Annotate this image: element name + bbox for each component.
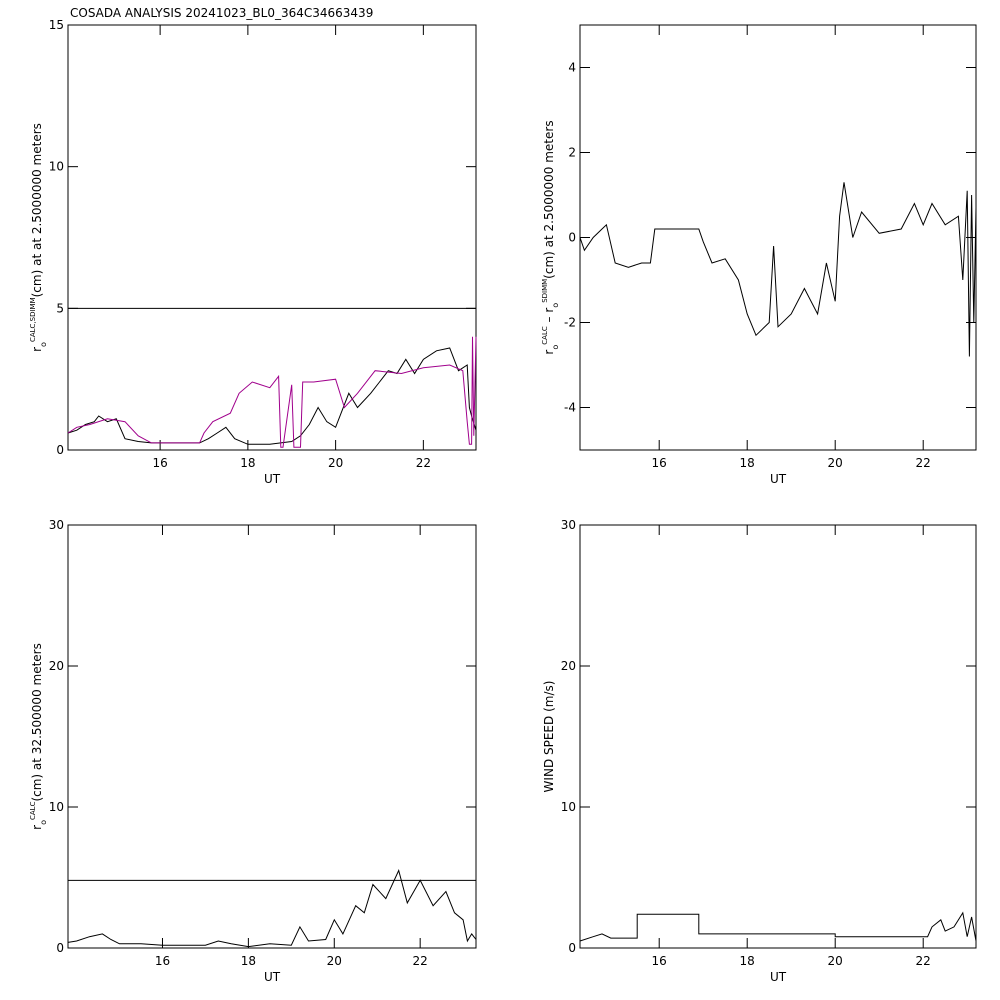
y-tick-label: 30 — [49, 518, 64, 532]
y-axis-label-part: r — [30, 347, 44, 352]
y-axis-label: WIND SPEED (m/s) — [542, 681, 556, 793]
y-axis-label-part: o — [39, 820, 48, 825]
y-tick-label: 10 — [49, 160, 64, 174]
y-axis-label: roCALC,SDIMM(cm) at at 2.5000000 meters — [29, 123, 48, 352]
data-line — [67, 336, 477, 448]
x-tick-label: 22 — [416, 456, 431, 470]
y-axis-label-part: – r — [542, 308, 556, 327]
x-axis-label: UT — [770, 970, 787, 984]
data-line — [67, 869, 477, 948]
x-tick-label: 18 — [740, 954, 755, 968]
y-axis-label-part: WIND SPEED (m/s) — [542, 681, 556, 793]
plot-frame — [67, 24, 477, 451]
x-tick-label: 20 — [828, 456, 843, 470]
y-axis-label: roCALC – roSDIMM(cm) at 2.5000000 meters — [541, 120, 560, 354]
chart-title: COSADA ANALYSIS 20241023_BL0_364C3466343… — [70, 6, 373, 20]
y-tick-label: 0 — [568, 231, 576, 245]
x-tick-label: 20 — [328, 456, 343, 470]
x-tick-label: 16 — [152, 456, 167, 470]
y-axis-label-part: r — [30, 825, 44, 830]
y-tick-label: 30 — [561, 518, 576, 532]
y-axis-label-part: CALC — [29, 801, 37, 820]
data-line — [579, 911, 977, 942]
y-tick-label: 0 — [56, 443, 64, 457]
y-axis-label-part: r — [542, 350, 556, 355]
plot-frame — [579, 524, 977, 949]
x-tick-label: 18 — [740, 456, 755, 470]
x-axis-label: UT — [770, 472, 787, 486]
x-tick-label: 16 — [652, 954, 667, 968]
y-tick-label: 10 — [561, 800, 576, 814]
y-tick-label: 20 — [49, 659, 64, 673]
x-tick-label: 20 — [327, 954, 342, 968]
y-tick-label: 10 — [49, 800, 64, 814]
y-axis-label: roCALC(cm) at 32.500000 meters — [29, 643, 48, 830]
x-tick-label: 18 — [241, 954, 256, 968]
y-tick-label: 15 — [49, 18, 64, 32]
y-axis-label-part: o — [551, 345, 560, 350]
y-axis-label-part: (cm) at 2.5000000 meters — [542, 120, 556, 278]
y-tick-label: -4 — [564, 401, 576, 415]
y-tick-label: 0 — [56, 941, 64, 955]
x-tick-label: 16 — [155, 954, 170, 968]
y-axis-label-part: (cm) at 32.500000 meters — [30, 643, 44, 801]
y-tick-label: 2 — [568, 146, 576, 160]
x-tick-label: 22 — [413, 954, 428, 968]
y-axis-label-part: CALC — [541, 326, 549, 345]
x-tick-label: 20 — [828, 954, 843, 968]
y-tick-label: 0 — [568, 941, 576, 955]
x-axis-label: UT — [264, 472, 281, 486]
data-line — [67, 347, 477, 445]
y-axis-label-part: o — [551, 303, 560, 308]
y-tick-label: 4 — [568, 61, 576, 75]
x-tick-label: 18 — [240, 456, 255, 470]
x-axis-label: UT — [264, 970, 281, 984]
y-axis-label-part: o — [39, 342, 48, 347]
x-tick-label: 16 — [652, 456, 667, 470]
y-tick-label: 20 — [561, 659, 576, 673]
y-tick-label: -2 — [564, 316, 576, 330]
y-axis-label-part: CALC,SDIMM — [29, 297, 37, 342]
y-axis-label-part: SDIMM — [541, 279, 549, 303]
x-tick-label: 22 — [916, 954, 931, 968]
y-axis-label-part: (cm) at at 2.5000000 meters — [30, 123, 44, 297]
y-tick-label: 5 — [56, 301, 64, 315]
data-line — [579, 182, 977, 357]
x-tick-label: 22 — [916, 456, 931, 470]
plot-frame — [67, 524, 477, 949]
